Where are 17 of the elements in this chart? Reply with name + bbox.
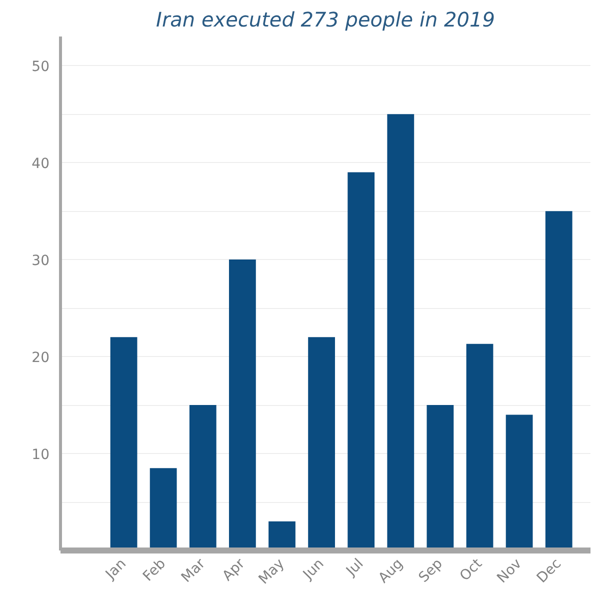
x-tick-label: Jun [300, 556, 328, 584]
x-tick-label: Mar [178, 556, 209, 586]
y-tick-label: 40 [32, 156, 50, 172]
x-tick-label: Dec [534, 556, 565, 586]
y-tick-label: 50 [32, 59, 50, 76]
x-tick-label: Sep [416, 556, 446, 586]
x-tick-label: Aug [376, 556, 406, 586]
y-tick-label: 10 [32, 447, 50, 464]
x-tick-label: Nov [494, 556, 525, 586]
x-tick-label: Feb [140, 556, 170, 585]
x-tick-label: Jul [342, 556, 367, 580]
x-tick-label: Apr [220, 556, 248, 584]
y-tick-label: 30 [32, 253, 50, 270]
x-tick-label: Jan [102, 556, 130, 584]
x-tick-label: Oct [456, 555, 486, 584]
chart-title: Iran executed 273 people in 2019 [156, 8, 495, 32]
y-tick-label: 20 [32, 350, 50, 366]
